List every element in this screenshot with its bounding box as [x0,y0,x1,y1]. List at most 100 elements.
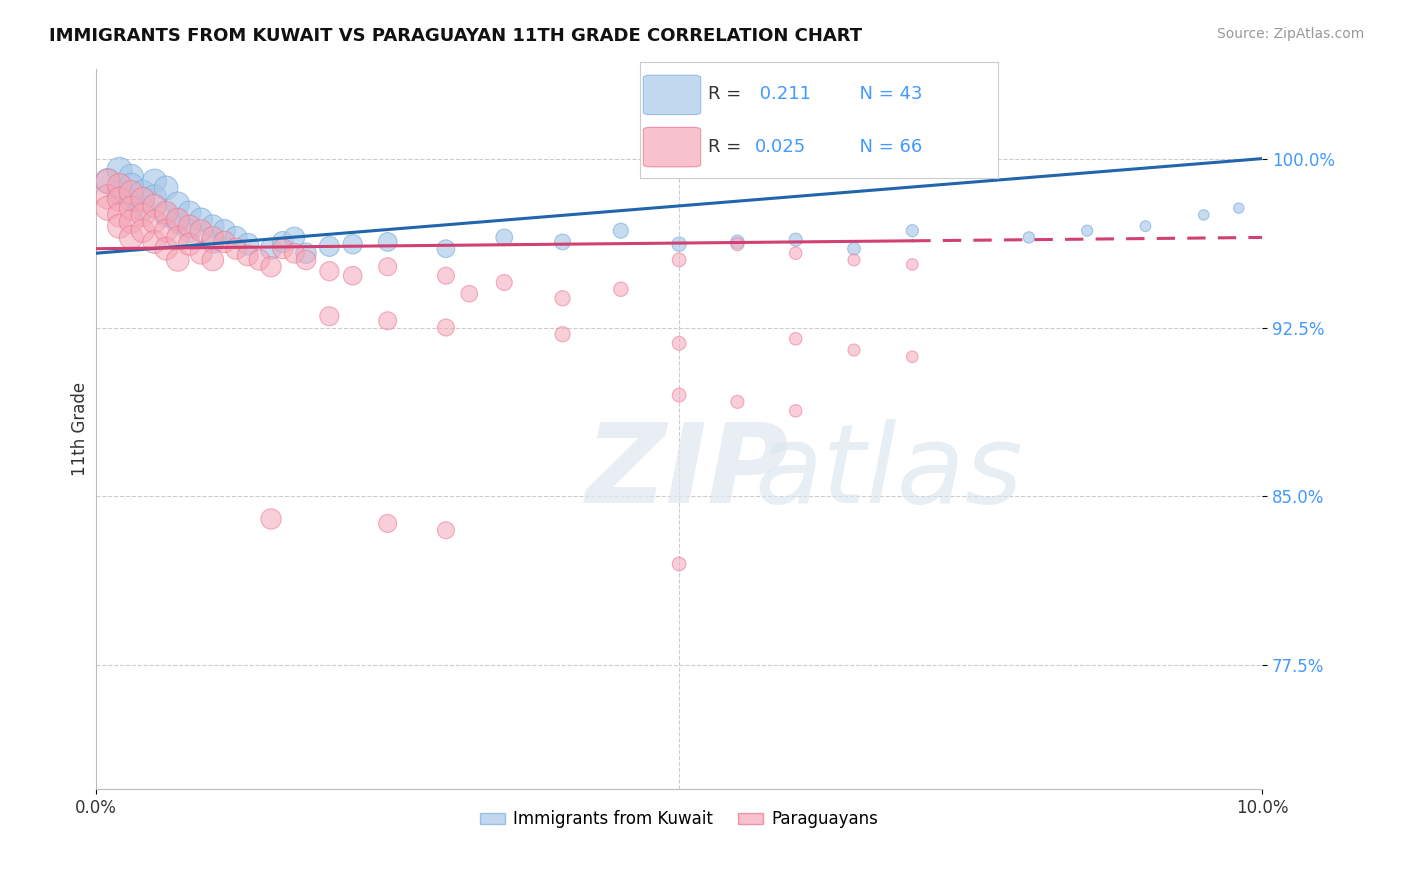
Point [494,230,516,244]
Point [283,246,305,260]
Point [725,394,748,409]
Point [901,224,924,238]
Point [668,252,690,267]
Point [120,178,142,193]
Point [155,224,177,238]
Point [377,516,399,531]
Point [377,314,399,328]
Point [785,332,807,346]
Point [108,192,131,206]
Point [1018,230,1040,244]
Point [190,212,212,227]
Point [318,239,340,253]
Point [132,192,155,206]
Point [132,201,155,215]
Point [283,230,305,244]
Point [166,252,188,267]
Point [668,336,690,351]
Point [132,186,155,200]
Point [434,523,457,537]
Point [179,219,201,234]
Point [434,268,457,283]
Text: R =: R = [707,137,747,155]
Point [494,276,516,290]
Point [120,169,142,184]
Point [901,350,924,364]
Point [97,201,120,215]
Point [143,235,166,249]
Point [260,242,283,256]
Text: 0.211: 0.211 [755,86,811,103]
Point [271,235,294,249]
Point [143,190,166,204]
Point [1135,219,1157,234]
Text: Source: ZipAtlas.com: Source: ZipAtlas.com [1216,27,1364,41]
Point [143,215,166,229]
Point [610,224,633,238]
Point [842,252,865,267]
Point [201,230,224,244]
Point [108,219,131,234]
Point [551,235,574,249]
Text: IMMIGRANTS FROM KUWAIT VS PARAGUAYAN 11TH GRADE CORRELATION CHART: IMMIGRANTS FROM KUWAIT VS PARAGUAYAN 11T… [49,27,862,45]
Point [1227,201,1250,215]
Point [295,246,318,260]
Point [155,208,177,222]
Point [551,291,574,305]
Point [668,237,690,252]
Point [120,215,142,229]
Point [120,186,142,200]
Point [725,237,748,252]
Point [377,260,399,274]
Point [179,205,201,219]
Text: R =: R = [707,86,747,103]
Point [725,235,748,249]
Point [295,252,318,267]
Point [143,199,166,213]
Point [236,248,259,262]
Point [166,230,188,244]
Point [785,246,807,260]
Point [97,190,120,204]
Point [785,233,807,247]
Point [260,512,283,526]
Point [97,174,120,188]
Point [342,237,364,252]
FancyBboxPatch shape [644,128,700,167]
Point [201,252,224,267]
Point [155,205,177,219]
Point [668,557,690,571]
Point [108,162,131,177]
Point [785,404,807,418]
Point [610,282,633,296]
Point [901,257,924,271]
Point [132,224,155,238]
Point [434,320,457,334]
Text: ZIP: ZIP [586,418,789,525]
Point [108,178,131,193]
Point [271,242,294,256]
Point [179,224,201,238]
Point [318,310,340,324]
Point [108,208,131,222]
Point [225,230,247,244]
Text: N = 43: N = 43 [848,86,922,103]
Point [179,237,201,252]
Point [551,327,574,342]
Point [842,242,865,256]
Point [166,215,188,229]
Point [377,235,399,249]
Point [1076,224,1098,238]
Point [668,388,690,402]
Point [132,208,155,222]
Point [143,174,166,188]
Point [120,230,142,244]
Point [260,260,283,274]
Point [214,235,236,249]
Point [190,246,212,260]
Point [97,174,120,188]
Point [842,343,865,357]
Point [318,264,340,278]
Point [1192,208,1215,222]
Y-axis label: 11th Grade: 11th Grade [72,382,89,476]
